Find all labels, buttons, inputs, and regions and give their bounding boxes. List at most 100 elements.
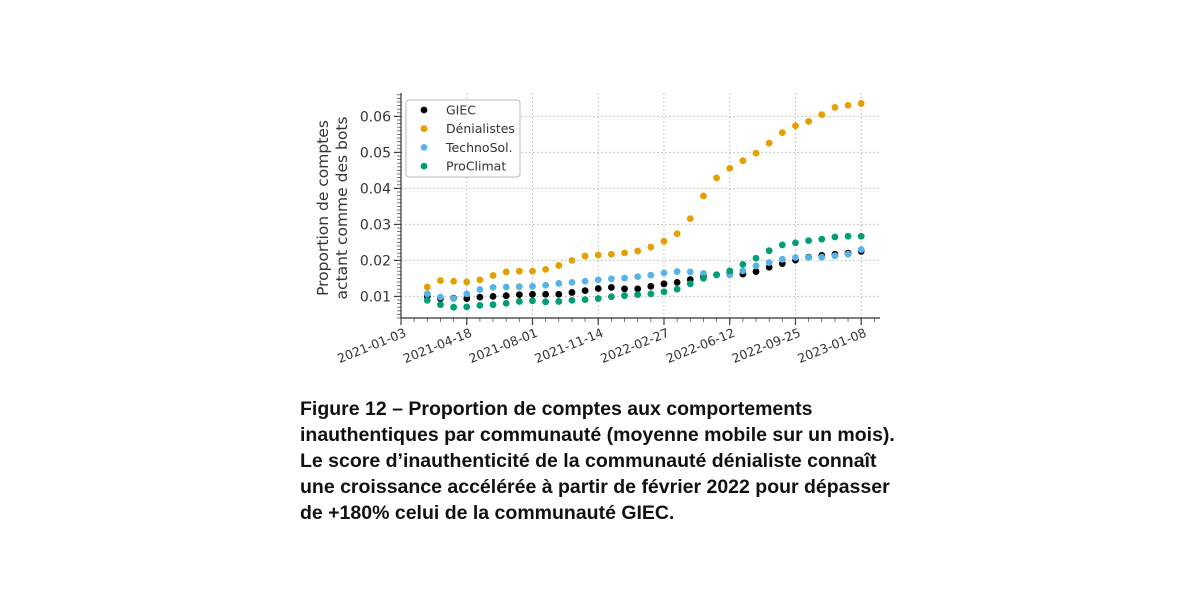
data-point-dnialistes xyxy=(515,267,523,275)
data-point-proclimat xyxy=(476,302,484,309)
data-point-technosol xyxy=(463,290,471,298)
caption-line: inauthentiques par communauté (moyenne m… xyxy=(300,424,895,446)
data-point-technosol xyxy=(594,276,602,284)
data-point-dnialistes xyxy=(529,267,536,275)
caption-line: une croissance accélérée à partir de fév… xyxy=(300,476,890,498)
data-point-proclimat xyxy=(502,299,510,307)
data-point-proclimat xyxy=(805,237,813,245)
data-point-dnialistes xyxy=(594,251,602,259)
data-point-technosol xyxy=(778,255,786,263)
data-point-technosol xyxy=(555,280,563,287)
x-tick-label: 2021-11-14 xyxy=(532,325,605,366)
data-point-proclimat xyxy=(529,297,536,305)
data-point-technosol xyxy=(752,262,760,270)
data-point-dnialistes xyxy=(844,101,852,109)
data-point-giec xyxy=(647,282,655,290)
data-point-dnialistes xyxy=(607,250,615,258)
x-tick-label: 2022-09-25 xyxy=(730,325,803,366)
data-point-giec xyxy=(542,290,550,298)
data-point-technosol xyxy=(423,290,431,298)
data-point-giec xyxy=(515,291,523,298)
data-point-proclimat xyxy=(542,298,550,306)
data-point-dnialistes xyxy=(792,122,799,130)
data-point-technosol xyxy=(476,286,484,293)
data-point-dnialistes xyxy=(700,192,707,200)
data-point-dnialistes xyxy=(831,104,839,111)
data-point-dnialistes xyxy=(437,277,444,284)
data-point-giec xyxy=(594,285,602,292)
data-point-proclimat xyxy=(423,296,431,304)
data-point-proclimat xyxy=(634,291,642,298)
y-tick-label: 0.05 xyxy=(360,145,391,161)
data-point-proclimat xyxy=(818,235,826,243)
data-point-technosol xyxy=(450,295,457,302)
data-point-proclimat xyxy=(594,295,602,302)
data-point-giec xyxy=(555,290,563,298)
data-point-proclimat xyxy=(857,232,865,240)
data-point-dnialistes xyxy=(489,272,497,279)
y-tick-label: 0.03 xyxy=(360,217,391,233)
data-point-technosol xyxy=(792,254,799,261)
scatter-chart: 0.010.020.030.040.050.062021-01-032021-0… xyxy=(314,93,880,366)
data-point-proclimat xyxy=(844,232,852,240)
y-tick-label: 0.02 xyxy=(360,253,391,269)
data-point-proclimat xyxy=(660,288,668,296)
data-point-technosol xyxy=(673,268,681,275)
caption-line: Figure 12 – Proportion de comptes aux co… xyxy=(300,398,813,420)
data-point-giec xyxy=(673,278,681,286)
legend-label: ProClimat xyxy=(446,159,506,174)
data-point-giec xyxy=(568,289,576,296)
legend-marker xyxy=(420,162,428,170)
data-point-giec xyxy=(489,293,497,300)
y-tick-label: 0.01 xyxy=(360,289,391,305)
data-point-technosol xyxy=(502,283,510,291)
data-point-proclimat xyxy=(568,296,576,304)
data-point-dnialistes xyxy=(752,149,760,157)
data-point-technosol xyxy=(489,284,497,291)
data-point-dnialistes xyxy=(818,111,826,118)
data-point-dnialistes xyxy=(423,283,431,291)
data-point-dnialistes xyxy=(450,277,457,285)
data-point-technosol xyxy=(581,277,589,285)
data-point-proclimat xyxy=(686,280,694,288)
data-point-giec xyxy=(752,268,760,275)
legend-box xyxy=(405,99,521,178)
x-tick-label: 2021-08-01 xyxy=(467,325,540,366)
figure-caption: Figure 12 – Proportion de comptes aux co… xyxy=(300,396,940,526)
data-point-dnialistes xyxy=(857,100,865,107)
x-tick-label: 2022-02-27 xyxy=(598,325,671,366)
y-tick-label: 0.04 xyxy=(360,181,391,197)
data-point-giec xyxy=(621,285,628,293)
data-point-technosol xyxy=(765,259,773,266)
data-point-dnialistes xyxy=(463,278,471,286)
data-point-technosol xyxy=(857,246,865,254)
data-point-proclimat xyxy=(437,301,444,309)
data-point-dnialistes xyxy=(476,276,484,284)
legend-marker xyxy=(420,125,428,133)
data-point-giec xyxy=(581,287,589,295)
data-point-proclimat xyxy=(450,303,457,311)
data-point-dnialistes xyxy=(713,174,720,182)
legend-marker xyxy=(420,106,428,114)
caption-line: de +180% celui de la communauté GIEC. xyxy=(300,502,675,524)
data-point-proclimat xyxy=(765,247,773,255)
data-point-proclimat xyxy=(581,296,589,304)
data-point-technosol xyxy=(805,254,813,261)
legend-label: Dénialistes xyxy=(446,121,515,136)
data-point-proclimat xyxy=(673,285,681,293)
data-point-giec xyxy=(529,290,536,298)
data-point-dnialistes xyxy=(647,243,655,251)
data-point-technosol xyxy=(515,283,523,291)
data-point-proclimat xyxy=(752,254,760,262)
x-tick-label: 2022-06-12 xyxy=(664,325,737,366)
data-point-technosol xyxy=(542,281,550,289)
legend-label: TechnoSol. xyxy=(445,140,513,155)
data-point-dnialistes xyxy=(621,249,628,257)
y-axis-label-line1: Proportion de comptes xyxy=(314,120,332,296)
data-point-proclimat xyxy=(555,298,563,305)
data-point-giec xyxy=(634,285,642,293)
data-point-technosol xyxy=(831,252,839,260)
data-point-technosol xyxy=(647,271,655,279)
x-tick-label: 2021-04-18 xyxy=(401,325,474,366)
data-point-proclimat xyxy=(489,301,497,309)
